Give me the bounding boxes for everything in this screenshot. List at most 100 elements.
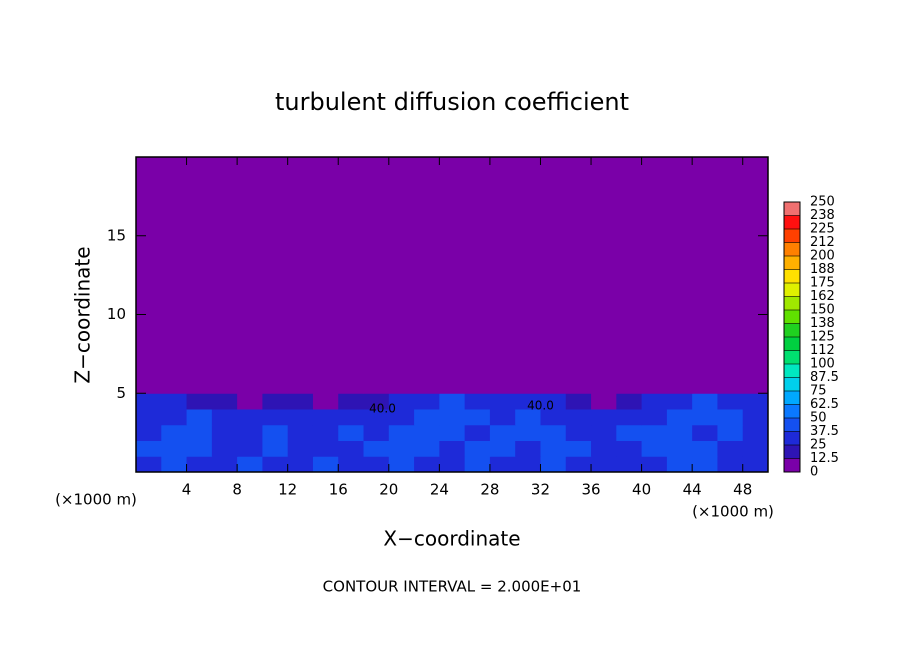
field-cell (666, 377, 693, 394)
field-cell (363, 393, 390, 410)
field-cell (540, 424, 567, 441)
field-cell (591, 157, 617, 378)
field-cell (186, 393, 213, 410)
field-cell (338, 409, 365, 426)
colorbar-label: 225 (810, 222, 835, 237)
field-cell (742, 157, 769, 378)
field-cell (692, 409, 718, 426)
field-cell (489, 377, 516, 394)
field-cell (211, 393, 238, 410)
colorbar-band (784, 242, 800, 256)
field-cell (186, 377, 213, 394)
field-cell (161, 377, 188, 394)
field-cell (641, 424, 668, 441)
field-cell (363, 440, 390, 457)
field-cell (641, 409, 668, 426)
x-tick-label: 36 (581, 481, 600, 499)
colorbar-band (784, 256, 800, 270)
field-cell (363, 409, 390, 426)
field-cell (616, 393, 643, 410)
y-unit: (×1000 m) (55, 491, 137, 509)
field-cell (338, 456, 365, 473)
field-cell (287, 157, 314, 378)
field-cell (287, 409, 314, 426)
field-cell (439, 456, 466, 473)
field-cell (312, 409, 339, 426)
field-cell (742, 440, 769, 457)
field-cell (591, 377, 617, 394)
field-cell (363, 456, 390, 473)
field-cell (262, 377, 289, 394)
field-cell (388, 157, 415, 378)
y-tick-label: 15 (107, 226, 126, 244)
field-cell (338, 377, 365, 394)
footer: CONTOUR INTERVAL = 2.000E+01 (323, 578, 582, 596)
field-cell (565, 377, 592, 394)
field-cell (262, 393, 289, 410)
x-tick-label: 44 (683, 481, 702, 499)
field-cell (262, 440, 289, 457)
field-cell (136, 393, 162, 410)
field-cell (591, 409, 617, 426)
field-cell (237, 440, 263, 457)
field-cell (717, 409, 744, 426)
field-cell (211, 409, 238, 426)
field-cell (616, 409, 643, 426)
colorbar-band (784, 391, 800, 405)
field-cell (641, 440, 668, 457)
field-cell (211, 424, 238, 441)
field-cell (641, 377, 668, 394)
colorbar-label: 125 (810, 330, 835, 345)
field-cell (515, 157, 541, 378)
field-cell (439, 157, 466, 378)
field-cell (363, 424, 390, 441)
colorbar-label: 50 (810, 411, 827, 426)
field-cell (161, 424, 188, 441)
colorbar-label: 200 (810, 249, 835, 264)
field-cell (237, 424, 263, 441)
colorbar-band (784, 350, 800, 364)
field-cell (591, 393, 617, 410)
field-cell (591, 456, 617, 473)
field-cell (616, 157, 643, 378)
field-cell (237, 157, 263, 378)
field-cell (742, 377, 769, 394)
field-cell (136, 424, 162, 441)
field-cell (414, 409, 440, 426)
colorbar-band (784, 229, 800, 243)
field-cell (666, 157, 693, 378)
field-cell (489, 157, 516, 378)
y-tick-label: 10 (107, 305, 126, 323)
field-cell (414, 424, 440, 441)
field-cell (717, 424, 744, 441)
field-cell (237, 409, 263, 426)
field-cell (692, 424, 718, 441)
field-cell (616, 377, 643, 394)
field-cell (666, 424, 693, 441)
colorbar-label: 212 (810, 235, 835, 250)
field-cell (414, 440, 440, 457)
field-cell (666, 440, 693, 457)
field-cell (717, 157, 744, 378)
field-cell (616, 440, 643, 457)
field-cell (211, 377, 238, 394)
field-cell (717, 440, 744, 457)
colorbar-band (784, 458, 800, 472)
field-cell (666, 393, 693, 410)
field-cell (666, 409, 693, 426)
field-cell (161, 409, 188, 426)
field-cell (540, 409, 567, 426)
colorbar-label: 250 (810, 195, 835, 210)
field-cell (742, 424, 769, 441)
field-cell (464, 456, 491, 473)
field-cell (464, 377, 491, 394)
field-cell (489, 409, 516, 426)
colorbar-band (784, 283, 800, 297)
field-cell (388, 440, 415, 457)
chart-title: turbulent diffusion coefficient (275, 88, 629, 116)
field-cell (464, 157, 491, 378)
field-cell (439, 377, 466, 394)
x-tick-label: 20 (379, 481, 398, 499)
field-cell (540, 393, 567, 410)
